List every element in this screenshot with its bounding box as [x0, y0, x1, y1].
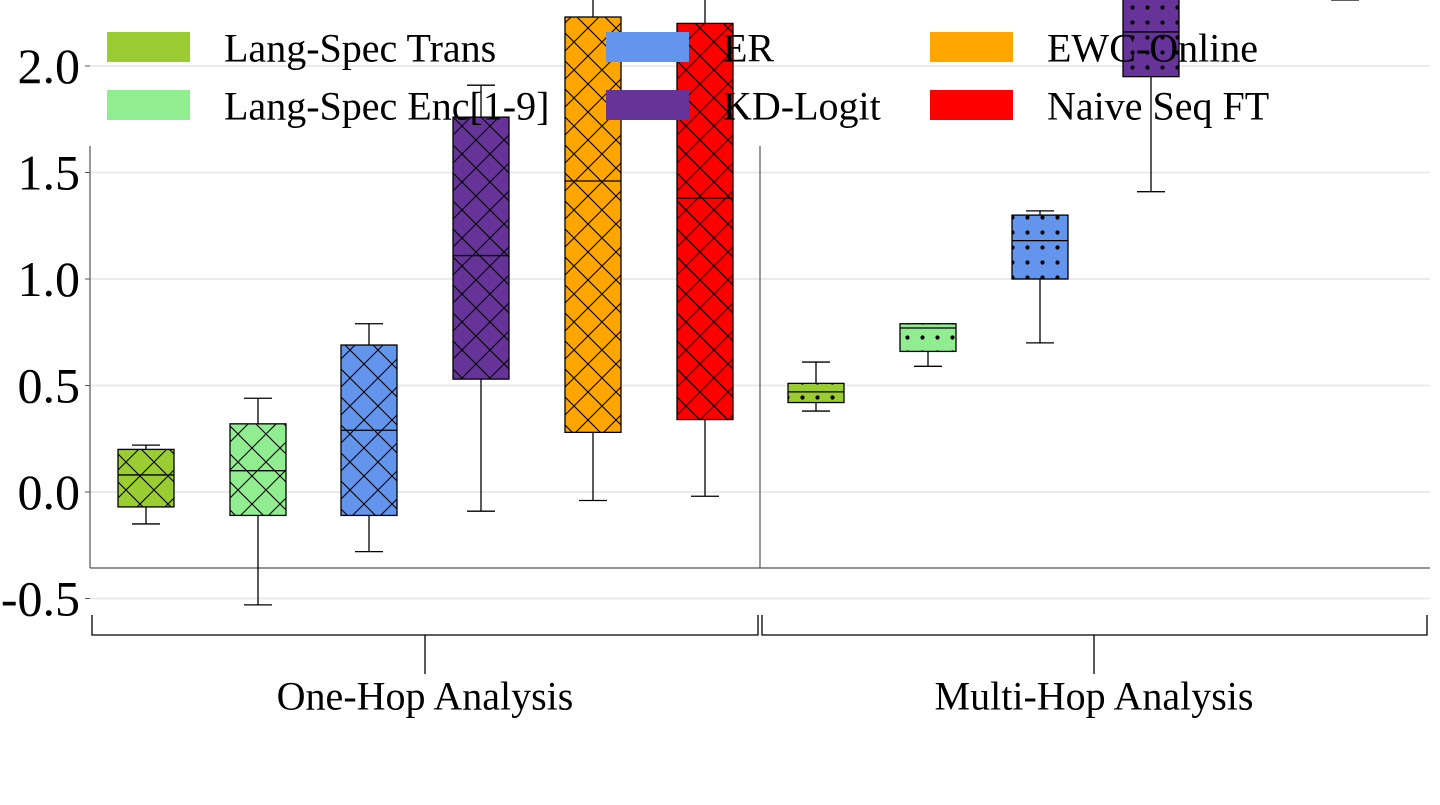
box-marks	[117, 0, 1359, 606]
legend-label: Lang-Spec Trans	[224, 26, 496, 71]
axes	[89, 146, 1430, 569]
box-hatch	[453, 117, 509, 380]
box-multi-hop-lang-spec-enc-1-9-	[899, 323, 957, 367]
box-hatch	[677, 23, 733, 420]
legend-label: EWC-Online	[1047, 26, 1258, 71]
bracket-line	[91, 615, 759, 636]
box-one-hop-naive-seq-ft	[676, 0, 734, 497]
y-tick-label: 2.0	[18, 38, 81, 94]
group-label: Multi-Hop Analysis	[935, 674, 1254, 719]
legend-swatch	[107, 90, 190, 120]
legend-label: KD-Logit	[723, 84, 881, 129]
box-one-hop-ewc-online	[564, 0, 622, 502]
y-tick-label: -0.5	[1, 571, 80, 627]
box-one-hop-lang-spec-trans	[117, 444, 175, 525]
box-one-hop-kd-logit	[452, 84, 510, 512]
box-hatch	[230, 423, 286, 516]
group-label: One-Hop Analysis	[277, 674, 574, 719]
legend-label: Naive Seq FT	[1047, 84, 1269, 129]
group-bracket: Multi-Hop Analysis	[761, 615, 1428, 719]
box-hatch	[788, 383, 844, 403]
legend-label: ER	[723, 26, 774, 71]
box-hatch	[1123, 0, 1179, 77]
legend-swatch	[606, 32, 689, 62]
bracket-line	[761, 615, 1428, 636]
box-one-hop-er	[340, 323, 398, 553]
y-tick-label: 0.0	[18, 464, 81, 520]
box-multi-hop-lang-spec-trans	[787, 361, 845, 412]
y-tick-label: 1.0	[18, 251, 81, 307]
box-multi-hop-kd-logit	[1122, 0, 1180, 193]
box-hatch	[1012, 215, 1068, 279]
legend: Lang-Spec Trans ER EWC-Online Lang-Spec Enc…	[107, 26, 1269, 129]
legend-swatch	[107, 32, 190, 62]
box-multi-hop-er	[1011, 210, 1069, 344]
box-one-hop-lang-spec-enc-1-9-	[229, 397, 287, 606]
y-tick-labels: 3.02.52.01.51.00.50.0-0.5	[1, 38, 90, 627]
y-tick-label: 1.5	[18, 145, 81, 201]
legend-label: Lang-Spec Enc[1-9]	[224, 84, 549, 129]
legend-swatch	[606, 90, 689, 120]
legend-swatch	[930, 90, 1013, 120]
group-brackets: One-Hop Analysis Multi-Hop Analysis	[91, 615, 1428, 719]
box-hatch	[565, 17, 621, 433]
group-bracket: One-Hop Analysis	[91, 615, 759, 719]
box-hatch	[118, 449, 174, 507]
y-tick-label: 0.5	[18, 358, 81, 414]
legend-swatch	[930, 32, 1013, 62]
